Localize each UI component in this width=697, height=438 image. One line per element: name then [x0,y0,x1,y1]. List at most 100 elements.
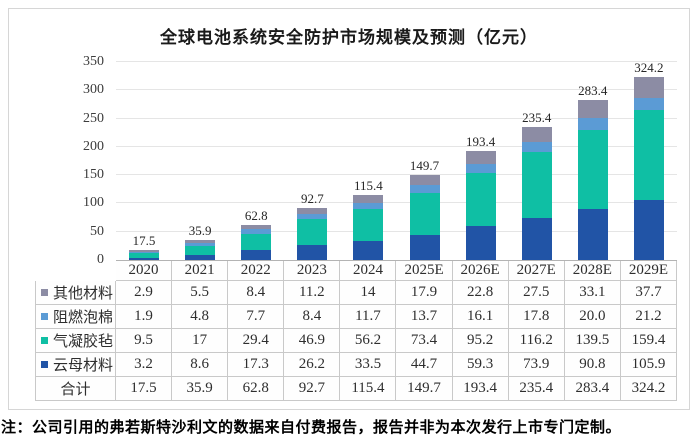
x-tick-label: 2026E [452,261,509,281]
total-value-cell: 35.9 [172,377,229,401]
bar-segment-云母材料 [353,241,384,260]
bar-segment-云母材料 [129,258,160,260]
bar-segment-阻燃泡棉 [465,163,496,173]
table-value-cell: 73.9 [508,353,565,377]
x-tick-label: 2021 [172,261,229,281]
bar-segment-其他材料 [353,194,384,203]
table-value-cell: 90.8 [564,353,621,377]
table-value-cell: 11.2 [284,281,341,305]
x-tick-label: 2022 [228,261,285,281]
bar-segment-阻燃泡棉 [297,213,328,219]
bar-2026E: 193.4 [453,63,509,260]
bar-segment-阻燃泡棉 [521,142,552,153]
total-value-cell: 235.4 [508,377,565,401]
bar-segment-其他材料 [241,224,272,230]
bar-segment-阻燃泡棉 [577,118,608,130]
series-row-label: 云母材料 [35,353,116,377]
table-value-cell: 27.5 [508,281,565,305]
bar-segment-气凝胶毡 [297,218,328,246]
total-value-cell: 115.4 [340,377,397,401]
table-value-cell: 2.9 [116,281,173,305]
y-axis: 0 50 100 150 200 250 300 350 [35,55,116,267]
gridline [116,89,677,91]
bar-2028E: 283.4 [565,63,621,260]
footnote: 注：公司引用的弗若斯特沙利文的数据来自付费报告，报告并非为本次发行上市专门定制。 [1,419,622,436]
series-name: 其他材料 [53,286,114,302]
bar-total-label: 149.7 [409,158,440,174]
bar-segment-阻燃泡棉 [241,229,272,234]
bar-total-label: 324.2 [634,59,664,75]
gridline [116,174,677,176]
bar-segment-云母材料 [521,218,552,260]
series-name: 云母材料 [53,358,114,374]
gridline [116,230,677,232]
chart-title: 全球电池系统安全防护市场规模及预测（亿元） [160,28,538,47]
table-value-cell: 46.9 [284,329,341,353]
table-value-cell: 3.2 [116,353,173,377]
table-value-cell: 26.2 [284,353,341,377]
bar-segment-云母材料 [409,234,440,260]
x-tick-label: 2023 [284,261,341,281]
series-row-label: 阻燃泡棉 [35,305,116,329]
x-tick-label: 2029E [620,261,677,281]
bar-segment-阻燃泡棉 [185,242,216,246]
bar-segment-其他材料 [185,239,216,243]
y-tick-label: 150 [83,167,104,183]
legend-marker-其他材料 [41,289,48,296]
table-value-cell: 56.2 [340,329,397,353]
data-table: 2020 2021 2022 2023 2024 2025E 2026E 2027E 2028E… [35,261,677,401]
table-value-cell: 11.7 [340,305,397,329]
y-tick-label: 300 [83,82,104,98]
bar-segment-其他材料 [633,76,664,98]
table-value-cell: 16.1 [452,305,509,329]
series-row-label: 气凝胶毡 [35,329,116,353]
table-value-cell: 8.4 [284,305,341,329]
x-tick-label: 2025E [396,261,453,281]
x-tick-label: 2028E [564,261,621,281]
gridline [116,145,677,147]
series-name: 气凝胶毡 [53,334,114,350]
bar-total-label: 17.5 [132,233,156,249]
bar-segment-阻燃泡棉 [633,97,664,110]
legend-marker-阻燃泡棉 [41,313,48,320]
bar-segment-其他材料 [465,150,496,164]
table-value-cell: 20.0 [564,305,621,329]
bar-segment-气凝胶毡 [241,233,272,251]
bar-segment-气凝胶毡 [577,129,608,209]
y-tick-label: 250 [83,110,104,126]
bars-layer: 17.5 35.9 62.8 92.7 115.4 149.7 193.4 235.4 283.… [116,59,677,260]
plot: 17.5 35.9 62.8 92.7 115.4 149.7 193.4 235.4 283.… [116,59,677,261]
bar-segment-气凝胶毡 [409,193,440,235]
table-value-cell: 105.9 [620,353,677,377]
chart-panel: 全球电池系统安全防护市场规模及预测（亿元） 0 50 100 150 200 250 300… [8,8,690,410]
table-value-cell: 73.4 [396,329,453,353]
bar-2021: 35.9 [172,63,228,260]
y-tick-label: 50 [90,223,104,239]
bar-segment-气凝胶毡 [185,245,216,256]
table-value-cell: 4.8 [172,305,229,329]
table-value-cell: 7.7 [228,305,285,329]
table-value-cell: 139.5 [564,329,621,353]
plot-area: 0 50 100 150 200 250 300 350 17.5 35.9 62.8 92.7 11… [35,55,677,267]
table-value-cell: 95.2 [452,329,509,353]
bar-total-label: 115.4 [354,177,383,193]
table-value-cell: 17.9 [396,281,453,305]
table-value-cell: 14 [340,281,397,305]
series-row-label: 其他材料 [35,281,116,305]
total-value-cell: 17.5 [116,377,173,401]
bar-segment-其他材料 [409,175,440,186]
bar-segment-云母材料 [633,200,664,260]
bar-2025E: 149.7 [396,63,452,260]
table-value-cell: 159.4 [620,329,677,353]
bar-segment-气凝胶毡 [353,209,384,242]
legend-marker-气凝胶毡 [41,337,48,344]
bar-total-label: 92.7 [300,190,324,206]
table-value-cell: 5.5 [172,281,229,305]
bar-total-label: 35.9 [188,222,212,238]
bar-2027E: 235.4 [509,63,565,260]
table-value-cell: 59.3 [452,353,509,377]
bar-segment-气凝胶毡 [129,252,160,259]
y-tick-label: 350 [83,54,104,69]
total-value-cell: 62.8 [228,377,285,401]
y-tick-label: 200 [83,138,104,154]
